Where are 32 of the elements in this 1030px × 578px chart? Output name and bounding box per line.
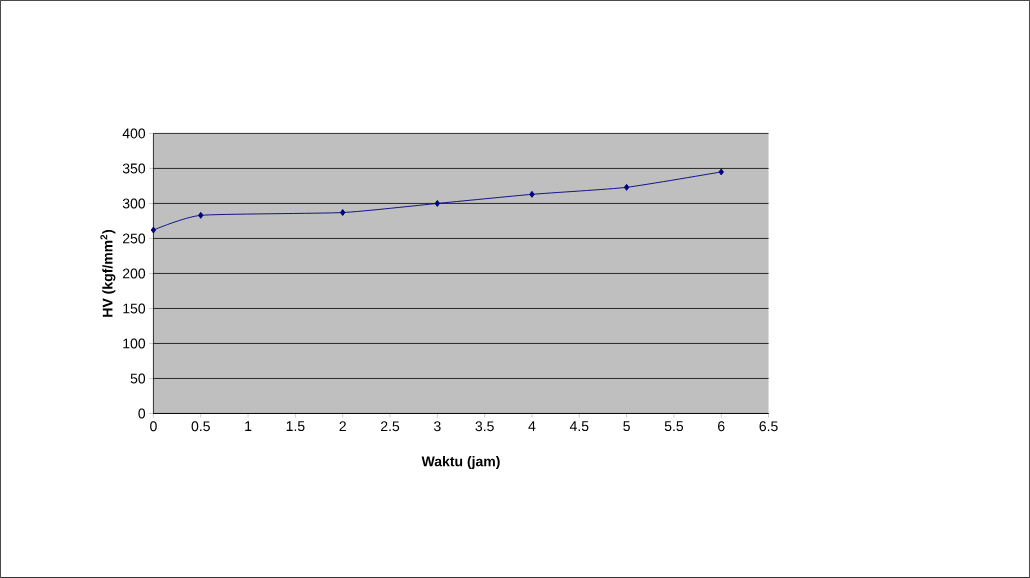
- x-tick-label: 3.5: [475, 421, 494, 432]
- y-tick-label: 400: [122, 128, 146, 139]
- x-tick-label: 0.5: [191, 421, 210, 432]
- x-tick-label: 5.5: [664, 421, 684, 432]
- x-tick-label: 3: [433, 421, 441, 432]
- x-tick-label: 0: [150, 421, 157, 432]
- point: [623, 183, 630, 191]
- x-tick-label: 4: [528, 421, 536, 431]
- x-tick-label: 4.5: [569, 421, 589, 432]
- y-tick-label: 50: [130, 373, 146, 384]
- point: [529, 190, 535, 198]
- y-tick-label: 200: [122, 268, 146, 279]
- point: [340, 209, 346, 217]
- x-axis-title: Waktu (jam): [421, 456, 500, 470]
- point: [150, 226, 157, 234]
- y-tick-label: 250: [122, 233, 146, 244]
- x-tick-label: 6: [718, 421, 725, 432]
- y-tick-label: 350: [122, 163, 146, 174]
- x-tick-label: 1: [245, 421, 252, 431]
- point: [434, 200, 441, 207]
- y-tick-label: 0: [138, 408, 146, 419]
- y-tick-label: 150: [123, 303, 146, 314]
- y-tick-label: 300: [122, 198, 146, 209]
- x-tick-label: 5: [623, 421, 630, 432]
- x-tick-label: 1.5: [286, 421, 305, 432]
- y-tick-label: 100: [123, 338, 146, 349]
- point: [198, 211, 204, 219]
- x-tick-label: 2: [339, 421, 346, 432]
- y-axis-title: HV (kgf/mm$^{2}$): [100, 229, 116, 317]
- point: [718, 168, 724, 176]
- x-tick-label: 6.5: [759, 421, 778, 432]
- x-tick-label: 2.5: [380, 421, 400, 432]
